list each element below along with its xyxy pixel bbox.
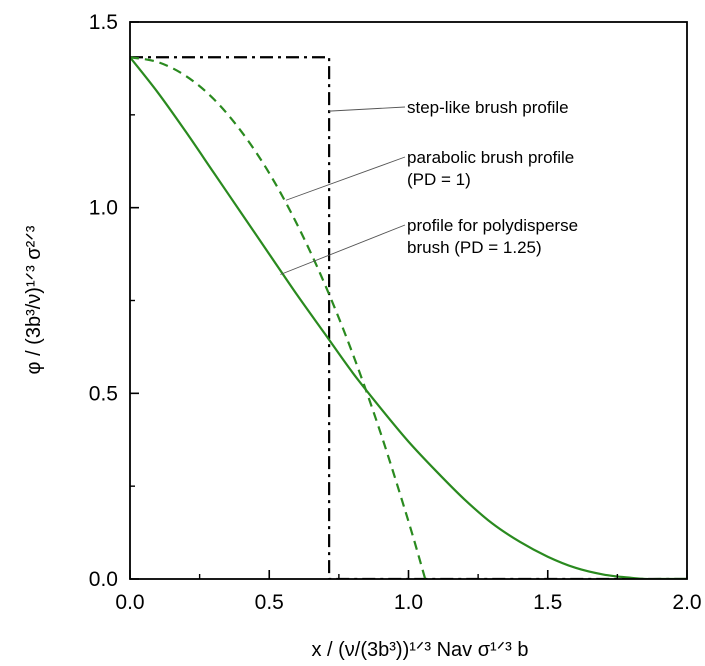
y-axis-title: φ / (3b³/ν)¹ᐟ³ σ²ᐟ³ xyxy=(23,225,45,374)
x-tick-label: 1.0 xyxy=(394,591,423,614)
series-step-line xyxy=(130,56,687,579)
x-tick-label: 0.5 xyxy=(255,591,284,614)
annotation-layer: step-like brush profile parabolic brush p… xyxy=(280,98,578,275)
x-tick-label: 1.5 xyxy=(533,591,562,614)
annotation-polydisperse-label: profile for polydisperse xyxy=(407,216,578,235)
series-polydisperse-line xyxy=(130,56,687,579)
x-axis-title: x / (ν/(3b³))¹ᐟ³ Nav σ¹ᐟ³ b xyxy=(311,639,528,661)
y-tick-label: 1.0 xyxy=(89,197,118,220)
annotation-step-label: step-like brush profile xyxy=(407,98,569,117)
annotation-parabolic-label: (PD = 1) xyxy=(407,170,471,189)
x-tick-label: 0.0 xyxy=(115,591,144,614)
series-layer xyxy=(130,56,687,579)
series-parabolic-line xyxy=(130,56,427,579)
annotation-step-leader xyxy=(329,106,406,112)
y-tick-label: 1.5 xyxy=(89,11,118,34)
tick-layer: 0.0 0.5 1.0 1.5 2.0 0.0 0.5 1.0 1.5 xyxy=(89,11,702,614)
y-tick-label: 0.0 xyxy=(89,568,118,591)
x-tick-label: 2.0 xyxy=(672,591,701,614)
annotation-parabolic-label: parabolic brush profile xyxy=(407,148,574,167)
annotation-polydisperse-leader xyxy=(280,224,406,275)
y-tick-label: 0.5 xyxy=(89,382,118,405)
annotation-parabolic-leader xyxy=(285,156,406,201)
annotation-polydisperse-label: brush (PD = 1.25) xyxy=(407,238,542,257)
